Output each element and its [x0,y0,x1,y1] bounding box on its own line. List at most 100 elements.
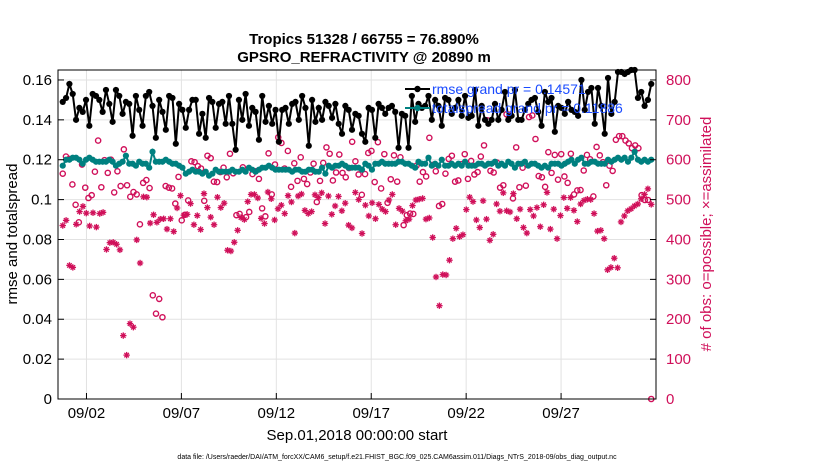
obs-assimilated-stroke [204,204,211,211]
obs-assimilated-point [217,204,225,211]
obs-possible-point [455,177,462,184]
totalspread-point [412,164,419,171]
obs-assimilated-stroke [103,246,110,253]
obs-assimilated-point [368,199,376,206]
obs-assimilated-point [136,259,144,267]
obs-assimilated-point [436,302,443,309]
obs-assimilated-stroke [591,210,597,217]
obs-assimilated-stroke [194,212,200,219]
obs-assimilated-point [432,273,440,281]
obs-possible-point [114,167,121,175]
obs-assimilated-point [331,202,339,210]
obs-assimilated-stroke [201,190,207,197]
rmse-point [368,106,376,113]
obs-assimilated-stroke [231,239,237,245]
rmse-point [192,96,199,104]
rmse-point [382,110,389,117]
obs-assimilated-stroke [181,212,187,218]
rmse-point [209,98,216,106]
obs-assimilated-stroke [214,194,221,200]
obs-assimilated-point [133,236,140,244]
obs-assimilated-stroke [392,222,399,228]
y-left-tick-label: 0.08 [23,231,52,248]
obs-assimilated-stroke [396,205,402,212]
obs-possible-point [419,168,427,176]
rmse-point [588,84,595,92]
obs-possible-point [557,150,565,158]
obs-assimilated-point [183,211,191,218]
obs-assimilated-stroke [419,195,426,202]
obs-assimilated-stroke [325,193,332,199]
axis-ticks: 09/02 09/07 09/12 09/17 09/22 09/27 0 0.02 0.04 0… [23,72,691,422]
obs-possible-point [541,183,549,191]
rmse-point [458,112,465,119]
rmse-point [388,102,396,109]
rmse-point [159,108,166,115]
rmse-point [495,116,502,123]
obs-assimilated-point [459,231,467,238]
obs-assimilated-point [520,224,527,231]
obs-assimilated-point [399,207,406,215]
obs-assimilated-point [634,200,642,208]
obs-assimilated-point [116,246,124,254]
obs-assimilated-stroke [66,262,73,269]
obs-assimilated-point [563,205,571,212]
obs-assimilated-stroke [621,213,628,219]
obs-possible-point [165,184,173,191]
y-right-tick-label: 700 [666,112,691,129]
obs-possible-point [387,175,395,183]
obs-assimilated-point [641,191,648,198]
obs-assimilated-stroke [164,226,170,232]
rmse-point [461,92,469,100]
obs-assimilated-stroke [366,213,372,219]
rmse-point [202,134,209,141]
obs-assimilated-stroke [376,201,382,208]
rmse-point [355,112,362,119]
obs-assimilated-stroke [339,208,345,214]
obs-assimilated-stroke [228,248,234,254]
y-right-tick-label: 600 [666,152,691,169]
obs-possible-point [406,210,414,217]
obs-assimilated-point [328,211,335,218]
rmse-point [72,116,80,123]
obs-assimilated-stroke [503,208,510,214]
obs-possible-point [294,177,301,185]
obs-possible-point [512,144,520,151]
obs-assimilated-stroke [517,206,523,212]
rmse-point [272,106,279,113]
x-tick-label: 09/12 [258,405,296,422]
obs-possible-point [207,154,214,162]
obs-assimilated-point [483,215,490,223]
obs-assimilated-stroke [120,332,126,339]
rmse-point [136,106,143,113]
obs-assimilated-point [284,192,292,199]
obs-assimilated-point [405,215,413,223]
rmse-point [126,100,133,107]
obs-assimilated-stroke [83,210,89,216]
rmse-point [548,94,555,102]
obs-possible-point [348,138,356,146]
obs-possible-point [265,150,272,157]
obs-possible-point [342,173,350,181]
obs-assimilated-point [537,223,544,230]
obs-assimilated-point [493,200,500,208]
obs-assimilated-stroke [147,220,153,226]
obs-possible-point [570,191,578,198]
obs-possible-point [432,167,440,175]
obs-possible-point [178,217,186,224]
obs-assimilated-point [348,224,356,232]
obs-assimilated-stroke [443,272,449,278]
obs-possible-point [133,191,141,198]
obs-possible-point [416,178,424,185]
obs-assimilated-stroke [483,216,490,222]
rmse-point [611,98,618,106]
rmse-point [149,102,156,109]
y-right-tick-label: 100 [666,351,691,368]
obs-assimilated-point [570,207,578,214]
obs-assimilated-stroke [171,228,177,235]
obs-assimilated-point [637,195,645,203]
rmse-point [338,130,346,137]
obs-possible-point [226,150,234,158]
rmse-point [185,106,193,113]
obs-assimilated-point [257,215,265,222]
